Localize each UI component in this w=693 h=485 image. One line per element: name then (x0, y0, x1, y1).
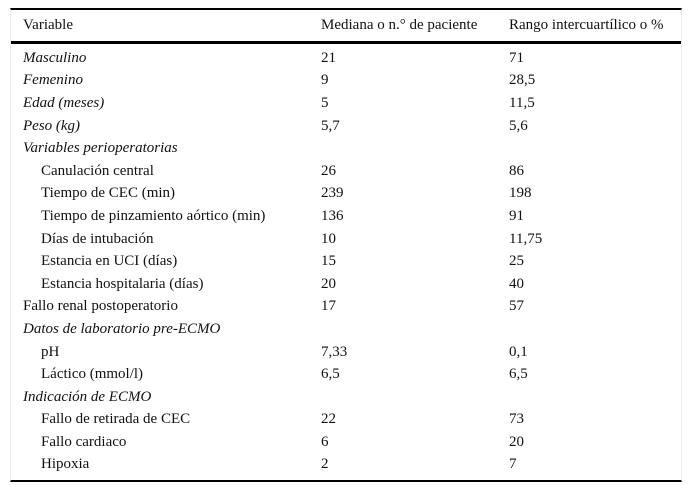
row-median: 22 (321, 411, 336, 428)
row-median (321, 318, 509, 341)
row-median: 5,7 (321, 117, 340, 134)
row-iqr: 0,1 (509, 343, 528, 360)
row-median: 21 (321, 49, 336, 66)
row-median (321, 386, 509, 409)
row-label: Peso (kg) (23, 117, 81, 134)
header-cell-variable: Variable (23, 17, 73, 33)
table-row: Días de intubación 10 11,75 (11, 228, 681, 251)
table-row: Fallo cardiaco 6 20 (11, 431, 681, 454)
row-label: Canulación central (41, 162, 154, 179)
row-median: 26 (321, 162, 336, 179)
row-iqr: 25 (509, 253, 524, 270)
header-cell-median: Mediana o n.° de paciente (321, 17, 478, 33)
row-iqr: 11,75 (509, 230, 543, 247)
row-median: 7,33 (321, 343, 348, 360)
row-label: Estancia en UCI (días) (41, 253, 178, 270)
section-label: Variables perioperatorias (23, 140, 178, 157)
row-label: Estancia hospitalaria (días) (41, 275, 204, 292)
table-row: Láctico (mmol/l) 6,5 6,5 (11, 363, 681, 386)
table-row: Peso (kg) 5,7 5,6 (11, 115, 681, 138)
row-iqr: 71 (509, 49, 524, 66)
table-row: pH 7,33 0,1 (11, 341, 681, 364)
row-label: pH (41, 343, 60, 360)
table-row: Femenino 9 28,5 (11, 70, 681, 93)
row-label: Edad (meses) (23, 94, 105, 111)
row-median: 136 (321, 207, 344, 224)
header-cell-iqr: Rango intercuartílico o % (509, 17, 664, 33)
table-section-row: Datos de laboratorio pre-ECMO (11, 318, 681, 341)
table-row: Canulación central 26 86 (11, 160, 681, 183)
row-iqr: 57 (509, 298, 524, 315)
row-label: Láctico (mmol/l) (41, 366, 144, 383)
row-median: 5 (321, 94, 329, 111)
table-row: Tiempo de CEC (min) 239 198 (11, 183, 681, 206)
row-median: 2 (321, 456, 329, 473)
row-median: 9 (321, 72, 329, 89)
row-median: 239 (321, 185, 344, 202)
row-median: 6 (321, 433, 329, 450)
table-row: Hipoxia 2 7 (11, 454, 681, 477)
row-iqr (509, 386, 669, 409)
section-label: Datos de laboratorio pre-ECMO (23, 320, 221, 337)
row-label: Fallo renal postoperatorio (23, 298, 178, 315)
row-label: Femenino (23, 72, 83, 89)
row-iqr (509, 137, 669, 160)
row-median (321, 137, 509, 160)
row-iqr: 20 (509, 433, 524, 450)
table-section-row: Indicación de ECMO (11, 386, 681, 409)
row-label: Hipoxia (41, 456, 90, 473)
row-label: Fallo de retirada de CEC (41, 411, 191, 428)
row-iqr: 73 (509, 411, 524, 428)
row-iqr (509, 318, 669, 341)
table-row: Fallo renal postoperatorio 17 57 (11, 296, 681, 319)
row-iqr: 198 (509, 185, 532, 202)
row-median: 6,5 (321, 366, 340, 383)
row-iqr: 5,6 (509, 117, 528, 134)
table-header-row: Variable Mediana o n.° de paciente Rango… (11, 10, 681, 44)
table-row: Edad (meses) 5 11,5 (11, 92, 681, 115)
row-median: 17 (321, 298, 336, 315)
table-row: Estancia en UCI (días) 15 25 (11, 250, 681, 273)
data-table: Variable Mediana o n.° de paciente Rango… (10, 8, 682, 483)
table-row: Fallo de retirada de CEC 22 73 (11, 409, 681, 432)
table-row: Tiempo de pinzamiento aórtico (min) 136 … (11, 205, 681, 228)
table-body: Masculino 21 71 Femenino 9 28,5 Edad (me… (11, 44, 681, 480)
row-median: 10 (321, 230, 336, 247)
row-iqr: 11,5 (509, 94, 535, 111)
row-label: Masculino (23, 49, 87, 66)
row-median: 15 (321, 253, 336, 270)
row-iqr: 6,5 (509, 366, 528, 383)
table-section-row: Variables perioperatorias (11, 137, 681, 160)
row-label: Tiempo de pinzamiento aórtico (min) (41, 207, 266, 224)
table-row: Estancia hospitalaria (días) 20 40 (11, 273, 681, 296)
row-iqr: 28,5 (509, 72, 536, 89)
row-iqr: 40 (509, 275, 524, 292)
section-label: Indicación de ECMO (23, 388, 152, 405)
row-median: 20 (321, 275, 336, 292)
row-iqr: 7 (509, 456, 517, 473)
row-label: Días de intubación (41, 230, 154, 247)
row-iqr: 91 (509, 207, 524, 224)
row-iqr: 86 (509, 162, 524, 179)
row-label: Fallo cardiaco (41, 433, 127, 450)
table-row: Masculino 21 71 (11, 47, 681, 70)
row-label: Tiempo de CEC (min) (41, 185, 176, 202)
